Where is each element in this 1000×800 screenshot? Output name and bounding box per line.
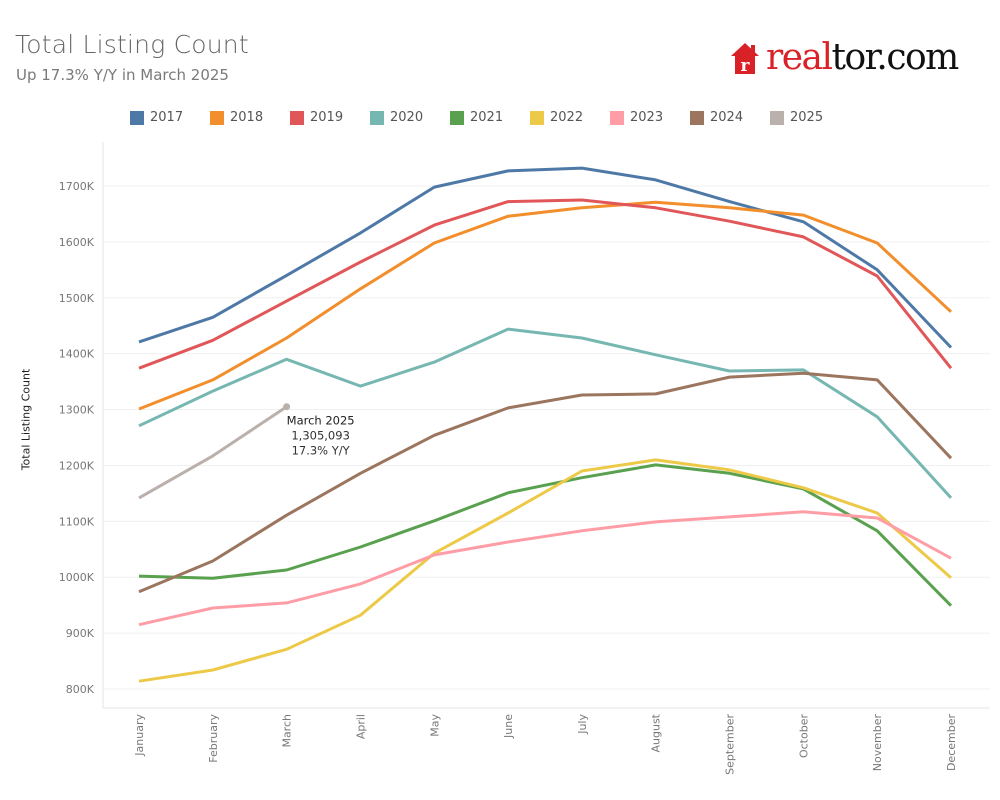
legend-item-2019[interactable]: 2019 [290, 110, 370, 125]
x-tick-label: March [281, 714, 294, 748]
x-tick-label: January [133, 714, 146, 757]
legend-label: 2023 [630, 110, 664, 125]
legend-swatch [770, 110, 784, 125]
series-line-2023[interactable] [138, 510, 952, 627]
x-tick-label: September [724, 714, 737, 775]
x-axis-ticks: January February March April May June July Augu… [133, 713, 958, 774]
legend-label: 2018 [230, 110, 264, 125]
series-line-2018[interactable] [138, 200, 953, 411]
x-tick-label: November [871, 714, 884, 772]
legend-label: 2024 [710, 110, 744, 125]
y-tick-label: 1300K [59, 404, 95, 417]
x-tick-label: April [354, 714, 367, 739]
series-line-2017[interactable] [138, 166, 953, 349]
legend-item-2018[interactable]: 2018 [210, 110, 290, 125]
y-tick-label: 900K [66, 627, 95, 640]
series-line-2020[interactable] [138, 327, 953, 499]
legend-item-2025[interactable]: 2025 [770, 110, 850, 125]
y-tick-label: 1100K [59, 515, 95, 528]
y-tick-label: 1700K [59, 180, 95, 193]
svg-text:r: r [741, 56, 751, 75]
y-tick-label: 1000K [59, 571, 95, 584]
series-line-2022[interactable] [138, 458, 952, 683]
realtor-logo: r real tor.com [730, 37, 960, 78]
y-axis-ticks: 800K 900K 1000K 1100K 1200K 1300K 1400K 1500K 16… [59, 180, 95, 696]
legend-item-2024[interactable]: 2024 [690, 110, 770, 125]
legend-item-2020[interactable]: 2020 [370, 110, 450, 125]
series-line-2021[interactable] [138, 463, 953, 607]
series-line-2025[interactable] [138, 405, 288, 500]
legend-label: 2025 [790, 110, 824, 125]
legend-item-2023[interactable]: 2023 [610, 110, 690, 125]
legend-item-2017[interactable]: 2017 [130, 110, 210, 125]
legend-swatch [130, 110, 144, 125]
chart-subtitle: Up 17.3% Y/Y in March 2025 [16, 66, 229, 84]
annotation-line: March 2025 [287, 414, 355, 428]
legend-swatch [530, 110, 544, 125]
legend-label: 2020 [390, 110, 424, 125]
x-tick-label: July [576, 714, 589, 735]
annotation-point[interactable] [283, 403, 291, 411]
x-tick-label: August [650, 713, 663, 752]
series-lines [138, 166, 953, 683]
series-line-2019[interactable] [138, 198, 953, 370]
annotation-line: 17.3% Y/Y [292, 444, 351, 458]
legend-swatch [610, 110, 624, 125]
logo-text-tor: tor.com [831, 37, 960, 78]
y-tick-label: 1200K [59, 459, 95, 472]
y-tick-label: 1400K [59, 348, 95, 361]
legend-item-2022[interactable]: 2022 [530, 110, 610, 125]
logo-text-real: real [766, 37, 833, 78]
legend-label: 2021 [470, 110, 504, 125]
chart-title: Total Listing Count [15, 30, 249, 59]
y-tick-label: 800K [66, 683, 95, 696]
house-icon: r [730, 41, 760, 76]
x-tick-label: October [797, 714, 810, 758]
x-tick-label: December [945, 714, 958, 772]
legend-label: 2022 [550, 110, 584, 125]
legend-label: 2017 [150, 110, 184, 125]
x-tick-label: February [207, 714, 220, 763]
legend-swatch [690, 110, 704, 125]
legend-label: 2019 [310, 110, 344, 125]
legend-swatch [290, 110, 304, 125]
legend: 2017 2018 2019 2020 2021 2022 2023 2024 2025 [130, 110, 850, 125]
annotation-line: 1,305,093 [291, 429, 350, 443]
y-tick-label: 1500K [59, 292, 95, 305]
legend-swatch [210, 110, 224, 125]
legend-item-2021[interactable]: 2021 [450, 110, 530, 125]
series-line-2024[interactable] [138, 371, 953, 594]
gridlines [102, 142, 990, 709]
y-tick-label: 1600K [59, 236, 95, 249]
x-tick-label: May [428, 714, 441, 737]
x-tick-label: June [502, 714, 515, 739]
legend-swatch [450, 110, 464, 125]
legend-swatch [370, 110, 384, 125]
